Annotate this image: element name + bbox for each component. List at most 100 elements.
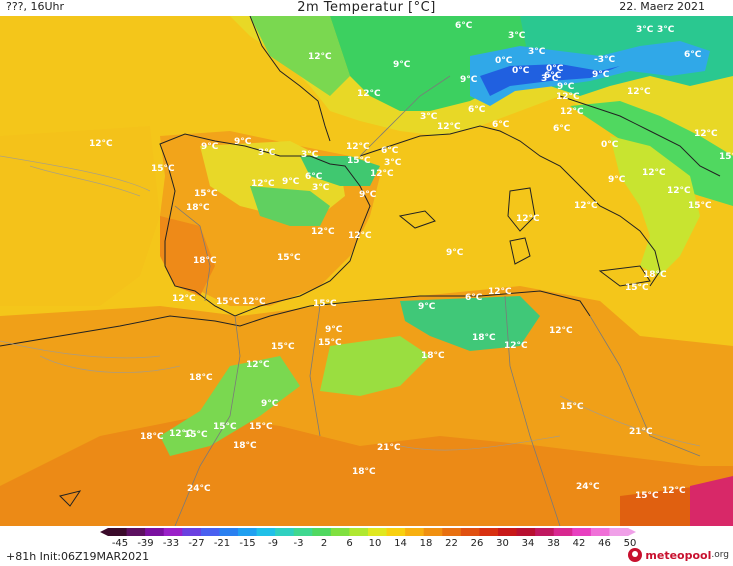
temperature-label: 3°C <box>301 150 319 160</box>
zone-atlas-green <box>160 356 300 456</box>
zone-portugal-hot <box>160 216 215 296</box>
temperature-label: 12°C <box>642 168 666 178</box>
colorbar-swatch <box>405 528 425 536</box>
colorbar-tick-label: -27 <box>188 538 204 548</box>
temperature-label: 9°C <box>608 175 626 185</box>
temperature-label: 3°C <box>420 112 438 122</box>
temperature-label: 0°C <box>546 64 564 74</box>
colorbar-tick-label: 46 <box>598 538 611 548</box>
colorbar-swatch <box>386 528 406 536</box>
temperature-label: 12°C <box>437 122 461 132</box>
temperature-label: 15°C <box>313 299 337 309</box>
temperature-label: 3°C <box>312 183 330 193</box>
temperature-label: 12°C <box>560 107 584 117</box>
temperature-label: 6°C <box>381 146 399 156</box>
colorbar-swatch <box>238 528 258 536</box>
temperature-label: 9°C <box>592 70 610 80</box>
temperature-label: 21°C <box>377 443 401 453</box>
temperature-label: 15°C <box>213 422 237 432</box>
run-info: +81h Init:06Z19MAR2021 <box>6 550 150 563</box>
colorbar-tick-label: 26 <box>471 538 484 548</box>
temperature-label: 12°C <box>242 297 266 307</box>
temperature-label: 15°C <box>151 164 175 174</box>
temperature-label: 12°C <box>488 287 512 297</box>
colorbar-tick-label: 10 <box>369 538 382 548</box>
colorbar-swatch <box>553 528 573 536</box>
zone-alps-core <box>480 64 620 96</box>
colorbar-swatch <box>108 528 128 536</box>
colorbar-tick-label: 22 <box>445 538 458 548</box>
forecast-date: 22. Maerz 2021 <box>619 0 705 13</box>
temperature-label: 18°C <box>233 441 257 451</box>
colorbar-tick-label: -3 <box>294 538 304 548</box>
zone-channel-green <box>250 16 350 96</box>
colorbar-swatch <box>256 528 276 536</box>
temperature-label: 9°C <box>261 399 279 409</box>
temperature-map: 6°C 3°C 3°C 0°C 6°C 12°C 9°C 9°C 0°C 0°C 3°C 3°C 6°C… <box>0 16 733 526</box>
colorbar-swatch <box>126 528 146 536</box>
temperature-label: 12°C <box>346 142 370 152</box>
colorbar-tick-label: -21 <box>214 538 230 548</box>
temperature-label: 18°C <box>193 256 217 266</box>
temperature-label: 12°C <box>549 326 573 336</box>
valid-time-label: ???, 16Uhr <box>6 0 65 13</box>
temperature-label: 12°C <box>357 89 381 99</box>
colorbar-swatch <box>590 528 610 536</box>
temperature-label: 6°C <box>492 120 510 130</box>
colorbar-tick-label: 30 <box>496 538 509 548</box>
temperature-label: 9°C <box>325 325 343 335</box>
colorbar-swatch <box>479 528 499 536</box>
temperature-label: 12°C <box>89 139 113 149</box>
temperature-label: 15°C <box>271 342 295 352</box>
temperature-label: 3°C <box>528 47 546 57</box>
colorbar: -45 -39 -33 -27 -21 -15 -9 -3 2 6 10 14 18 22 26 30 34 38… <box>100 528 636 548</box>
temperature-label: 15°C <box>347 156 371 166</box>
colorbar-tick-label: -39 <box>137 538 153 548</box>
zone-tell-atlas <box>320 336 430 396</box>
colorbar-tick-label: 2 <box>321 538 327 548</box>
temperature-label: 3°C <box>508 31 526 41</box>
temperature-label: 9°C <box>393 60 411 70</box>
temperature-label: 12°C <box>370 169 394 179</box>
colorbar-swatch <box>275 528 295 536</box>
temperature-label: 12°C <box>662 486 686 496</box>
colorbar-swatch <box>516 528 536 536</box>
temperature-label: 6°C <box>684 50 702 60</box>
temperature-label: 15°C <box>318 338 342 348</box>
colorbar-swatch <box>163 528 183 536</box>
temperature-label: 9°C <box>418 302 436 312</box>
temperature-label: 18°C <box>643 270 667 280</box>
colorbar-swatch <box>349 528 369 536</box>
colorbar-right-arrow <box>628 528 636 536</box>
temperature-label: 15°C <box>277 253 301 263</box>
temperature-label: 12°C <box>348 231 372 241</box>
temperature-label: 3°C <box>657 25 675 35</box>
colorbar-tick-label: -15 <box>239 538 255 548</box>
temperature-label: 18°C <box>352 467 376 477</box>
temperature-label: 3°C <box>258 148 276 158</box>
temperature-label: 9°C <box>446 248 464 258</box>
colorbar-swatch <box>442 528 462 536</box>
temperature-label: 12°C <box>246 360 270 370</box>
temperature-label: -3°C <box>594 55 615 65</box>
map-title: 2m Temperatur [°C] <box>297 0 436 15</box>
temperature-label: 15°C <box>635 491 659 501</box>
temperature-label: 12°C <box>516 214 540 224</box>
logo-text: meteopool <box>645 548 712 562</box>
temperature-label: 18°C <box>421 351 445 361</box>
zone-algeria-green <box>400 296 540 351</box>
temperature-label: 12°C <box>504 341 528 351</box>
meteopool-logo[interactable]: meteopool .org <box>628 547 729 563</box>
colorbar-tick-label: 6 <box>346 538 352 548</box>
borders <box>174 75 701 526</box>
colorbar-swatch <box>368 528 388 536</box>
colorbar-swatch <box>145 528 165 536</box>
temperature-label: 12°C <box>574 201 598 211</box>
zone-pyrenees <box>300 156 380 186</box>
temperature-label: 6°C <box>305 172 323 182</box>
temperature-labels: 6°C3°C3°C0°C6°C12°C9°C9°C0°C 0°C3°C 3°C6°C… <box>89 21 733 501</box>
logo-tld: .org <box>711 550 729 560</box>
temperature-label: 18°C <box>186 203 210 213</box>
temperature-label: 6°C <box>468 105 486 115</box>
temperature-label: 18°C <box>140 432 164 442</box>
